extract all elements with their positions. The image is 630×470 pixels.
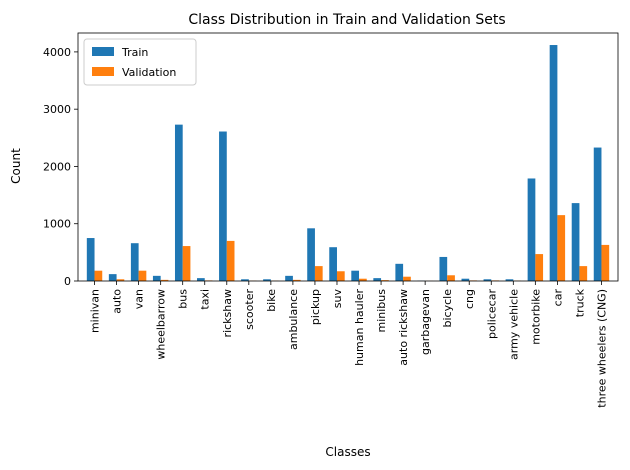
bar-train-cng bbox=[461, 278, 470, 281]
plot-frame bbox=[77, 32, 619, 282]
x-tick-label: scooter bbox=[243, 289, 256, 330]
bar-train-suv bbox=[329, 247, 337, 281]
x-tick-label: motorbike bbox=[529, 289, 542, 345]
x-axis-label: Classes bbox=[325, 445, 370, 459]
plot-area bbox=[77, 32, 619, 282]
bar-train-bicycle bbox=[439, 256, 448, 281]
bar-validation-truck bbox=[579, 266, 588, 281]
bar-train-van bbox=[130, 243, 139, 281]
bar-validation-bicycle bbox=[447, 275, 455, 281]
x-tick-label: car bbox=[551, 289, 564, 307]
bar-validation-minivan bbox=[94, 270, 103, 281]
x-tick-label: garbagevan bbox=[419, 289, 432, 355]
x-tick-label: minivan bbox=[89, 289, 102, 333]
bar-validation-car bbox=[557, 215, 566, 281]
x-tick-label: army vehicle bbox=[507, 289, 520, 360]
bar-train-pickup bbox=[307, 228, 315, 281]
bar-train-car bbox=[549, 45, 558, 282]
bar-train-ambulance bbox=[285, 275, 293, 281]
bar-validation-van bbox=[138, 270, 147, 281]
x-tick-label: auto rickshaw bbox=[397, 289, 410, 366]
bar-validation-motorbike bbox=[535, 254, 544, 281]
bar-train-policecar bbox=[483, 279, 492, 281]
bar-validation-auto bbox=[116, 279, 125, 281]
legend-label-train: Train bbox=[121, 46, 148, 59]
legend-swatch-train bbox=[92, 47, 114, 56]
bar-train-wheelbarrow bbox=[152, 275, 161, 281]
bar-validation-three-wheelers-cng- bbox=[601, 244, 610, 281]
bar-train-motorbike bbox=[527, 178, 536, 281]
bar-train-minivan bbox=[86, 238, 95, 281]
y-tick-label: 2000 bbox=[43, 160, 71, 173]
bar-train-three-wheelers-cng- bbox=[593, 147, 602, 281]
y-tick-label: 1000 bbox=[43, 218, 71, 231]
x-axis: minivan auto van wheelbarrow bus taxi rickshaw… bbox=[89, 281, 608, 408]
bar-validation-ambulance bbox=[292, 279, 301, 281]
bar-validation-rickshaw bbox=[226, 240, 235, 281]
bar-train-bus bbox=[174, 124, 183, 281]
x-tick-label: auto bbox=[111, 289, 124, 314]
bar-train-minibus bbox=[373, 278, 382, 281]
legend-swatch-validation bbox=[92, 67, 114, 76]
x-tick-label: bus bbox=[177, 289, 190, 309]
x-tick-label: pickup bbox=[309, 289, 322, 325]
bar-train-rickshaw bbox=[219, 131, 227, 281]
x-tick-label: bicycle bbox=[441, 289, 454, 328]
y-tick-label: 3000 bbox=[43, 103, 71, 116]
y-tick-label: 4000 bbox=[43, 46, 71, 59]
x-tick-label: truck bbox=[573, 288, 586, 317]
x-tick-label: bike bbox=[265, 289, 278, 312]
y-tick-label: 0 bbox=[64, 275, 71, 288]
bar-validation-wheelbarrow bbox=[160, 279, 169, 281]
bar-validation-human-hauler bbox=[359, 278, 367, 281]
bar-train-bike bbox=[263, 279, 271, 281]
y-axis: 0 1000 2000 3000 4000 bbox=[43, 46, 78, 288]
x-tick-label: van bbox=[133, 289, 146, 309]
x-tick-label: wheelbarrow bbox=[155, 289, 168, 360]
bar-train-taxi bbox=[197, 278, 205, 281]
x-tick-label: minibus bbox=[375, 289, 388, 333]
bar-validation-bus bbox=[182, 246, 191, 281]
x-tick-label: cng bbox=[463, 289, 476, 309]
bar-train-auto-rickshaw bbox=[395, 263, 404, 281]
x-tick-label: suv bbox=[331, 289, 344, 309]
bar-train-human-hauler bbox=[351, 270, 360, 281]
bar-train-scooter bbox=[241, 279, 249, 281]
bar-validation-auto-rickshaw bbox=[403, 276, 411, 281]
x-tick-label: rickshaw bbox=[221, 289, 234, 337]
bar-validation-suv bbox=[336, 271, 345, 281]
legend-label-validation: Validation bbox=[122, 66, 176, 79]
bar-validation-minibus bbox=[381, 280, 389, 281]
x-tick-label: human hauler bbox=[353, 289, 366, 366]
bar-validation-pickup bbox=[314, 266, 323, 281]
bar-train-truck bbox=[571, 203, 580, 281]
bar-train-army-vehicle bbox=[505, 279, 514, 281]
bar-train-auto bbox=[108, 274, 117, 281]
x-tick-label: policecar bbox=[485, 289, 498, 339]
x-tick-label: three wheelers (CNG) bbox=[595, 289, 608, 408]
y-axis-label: Count bbox=[9, 148, 23, 184]
x-tick-label: ambulance bbox=[287, 289, 300, 350]
legend: Train Validation bbox=[83, 38, 197, 86]
x-tick-label: taxi bbox=[199, 289, 212, 310]
chart-title: Class Distribution in Train and Validati… bbox=[188, 12, 505, 28]
